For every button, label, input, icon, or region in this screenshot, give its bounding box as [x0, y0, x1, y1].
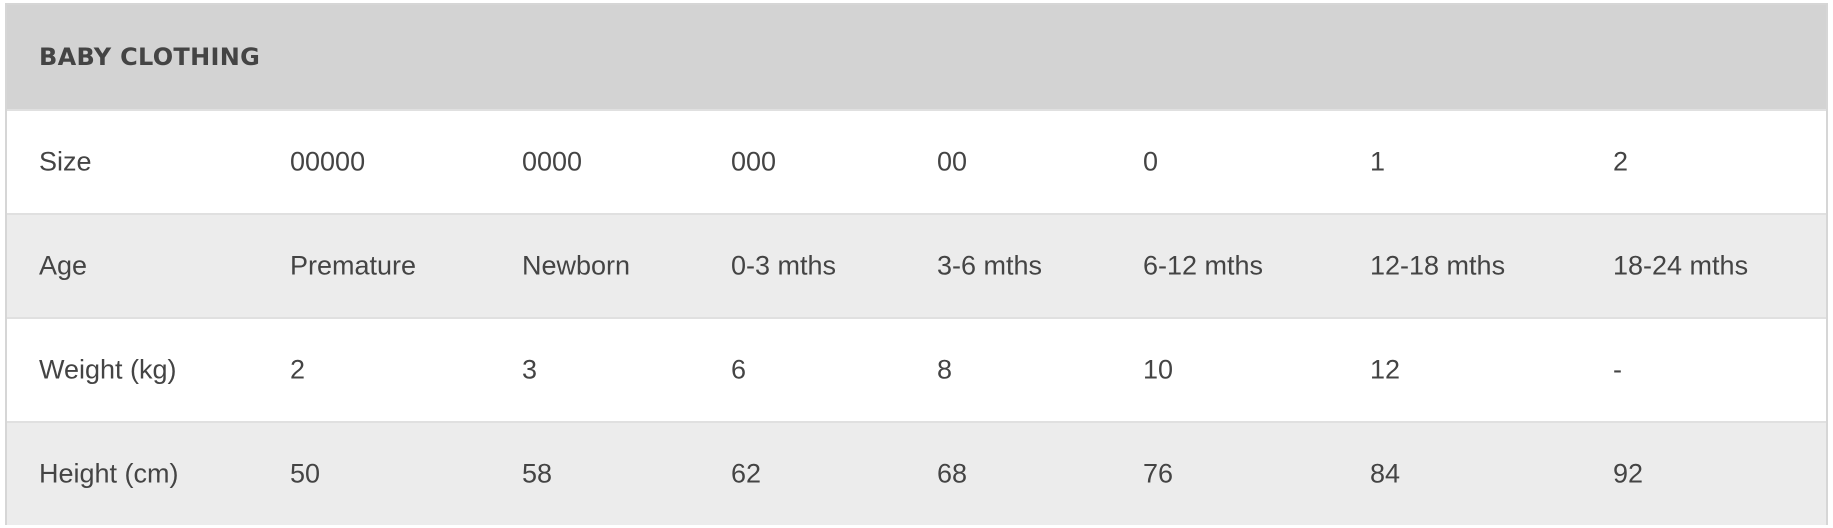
table-cell: 00000	[290, 146, 366, 177]
row-label: Height (cm)	[39, 458, 179, 489]
table-cell: 2	[290, 354, 306, 385]
table-cell: 12-18 mths	[1370, 250, 1506, 281]
table-cell: 68	[937, 458, 968, 489]
row-label: Age	[39, 250, 88, 281]
table-title: BABY CLOTHING	[7, 5, 1826, 109]
row-label: Weight (kg)	[39, 354, 177, 385]
row-label: Size	[39, 146, 92, 177]
table-cell: 6	[731, 354, 747, 385]
table-cell: 3	[522, 354, 538, 385]
table-row: Weight (kg) 2 3 6 8 10 12 -	[7, 317, 1826, 421]
table-cell: 1	[1370, 146, 1386, 177]
table-cell: 0-3 mths	[731, 250, 837, 281]
table-cell: 50	[290, 458, 321, 489]
table-cell: 76	[1143, 458, 1174, 489]
table-cell: 84	[1370, 458, 1401, 489]
size-chart-table: BABY CLOTHING Size 00000 0000 000 00 0 1 2 Age Pr…	[5, 3, 1828, 525]
table-cell: 00	[937, 146, 968, 177]
table-cell: 6-12 mths	[1143, 250, 1264, 281]
table-cell: 18-24 mths	[1613, 250, 1749, 281]
table-cell: Premature	[290, 250, 417, 281]
table-cell: 58	[522, 458, 553, 489]
table-row: Size 00000 0000 000 00 0 1 2	[7, 109, 1826, 213]
table-cell: -	[1613, 354, 1622, 385]
table-cell: Newborn	[522, 250, 631, 281]
table-row: Height (cm) 50 58 62 68 76 84 92	[7, 421, 1826, 525]
table-cell: 8	[937, 354, 953, 385]
table-cell: 10	[1143, 354, 1174, 385]
table-cell: 12	[1370, 354, 1401, 385]
table-cell: 0	[1143, 146, 1159, 177]
table-cell: 3-6 mths	[937, 250, 1043, 281]
table-cell: 000	[731, 146, 777, 177]
table-cell: 92	[1613, 458, 1644, 489]
table-cell: 62	[731, 458, 762, 489]
table-cell: 0000	[522, 146, 583, 177]
table-cell: 2	[1613, 146, 1629, 177]
table-row: Age Premature Newborn 0-3 mths 3-6 mths 6-12 …	[7, 213, 1826, 317]
